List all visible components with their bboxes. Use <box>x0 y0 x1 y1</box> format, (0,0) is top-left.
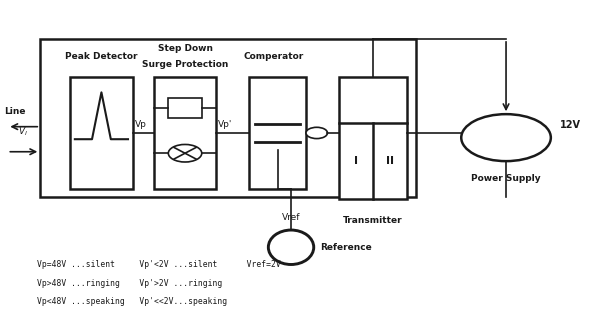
Bar <box>70 76 133 189</box>
Text: II: II <box>386 156 394 166</box>
Text: Power Supply: Power Supply <box>471 174 541 183</box>
Text: Line: Line <box>4 107 26 116</box>
Text: Vref: Vref <box>282 213 300 222</box>
Circle shape <box>461 114 551 161</box>
Text: I: I <box>354 156 358 166</box>
Bar <box>339 76 407 199</box>
Bar <box>154 76 217 189</box>
Text: Vp>48V ...ringing    Vp'>2V ...ringing: Vp>48V ...ringing Vp'>2V ...ringing <box>37 279 223 288</box>
Text: $V_l$: $V_l$ <box>18 125 28 137</box>
Text: 12V: 12V <box>560 120 581 130</box>
Ellipse shape <box>268 230 314 264</box>
Bar <box>168 98 202 118</box>
Text: Reference: Reference <box>320 243 371 252</box>
Circle shape <box>306 127 328 139</box>
Text: Vp': Vp' <box>218 120 233 129</box>
Bar <box>249 76 306 189</box>
Circle shape <box>169 144 202 162</box>
Text: Peak Detector: Peak Detector <box>65 52 137 61</box>
Text: Step Down: Step Down <box>158 44 212 53</box>
Text: Surge Protection: Surge Protection <box>142 60 228 69</box>
Text: Vp<48V ...speaking   Vp'<<2V...speaking: Vp<48V ...speaking Vp'<<2V...speaking <box>37 297 227 307</box>
Text: Vp=48V ...silent     Vp'<2V ...silent      Vref=2V: Vp=48V ...silent Vp'<2V ...silent Vref=2… <box>37 260 281 269</box>
Text: Transmitter: Transmitter <box>343 216 403 225</box>
Text: Vp: Vp <box>135 120 147 129</box>
Bar <box>40 39 416 197</box>
Text: Comperator: Comperator <box>243 52 304 61</box>
